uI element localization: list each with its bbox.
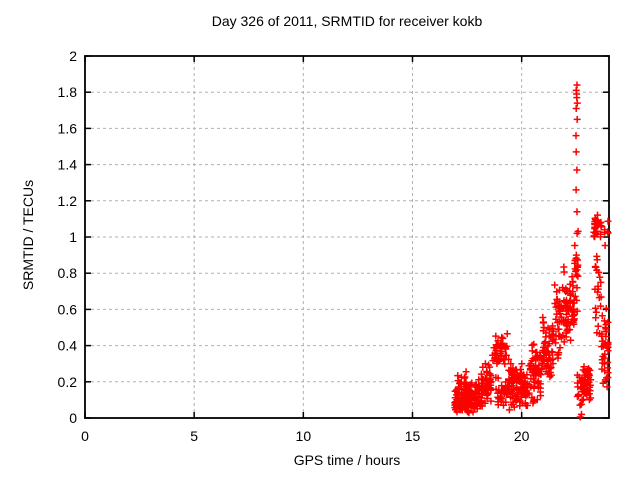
y-tick-label: 1.4: [58, 157, 78, 173]
y-tick-label: 1.6: [58, 120, 78, 136]
x-tick-label: 0: [81, 428, 89, 444]
y-tick-label: 0: [69, 410, 77, 426]
y-tick-label: 2: [69, 48, 77, 64]
x-axis-label: GPS time / hours: [293, 452, 401, 468]
y-tick-label: 1: [69, 229, 77, 245]
y-tick-label: 0.6: [58, 301, 78, 317]
x-tick-label: 20: [514, 428, 530, 444]
data-points: [451, 81, 612, 421]
y-tick-labels: 0 0.2 0.4 0.6 0.8 1 1.2 1.4 1.6 1.8 2: [58, 48, 78, 426]
x-tick-labels: 0 5 10 15 20: [81, 428, 530, 444]
y-tick-label: 0.8: [58, 265, 78, 281]
chart-title: Day 326 of 2011, SRMTID for receiver kok…: [211, 13, 483, 29]
y-tick-label: 1.2: [58, 193, 78, 209]
y-tick-label: 1.8: [58, 84, 78, 100]
y-tick-label: 0.4: [58, 338, 78, 354]
y-tick-label: 0.2: [58, 374, 78, 390]
x-tick-label: 15: [405, 428, 421, 444]
x-tick-label: 5: [190, 428, 198, 444]
x-tick-label: 10: [296, 428, 312, 444]
grid-lines: [85, 56, 609, 418]
